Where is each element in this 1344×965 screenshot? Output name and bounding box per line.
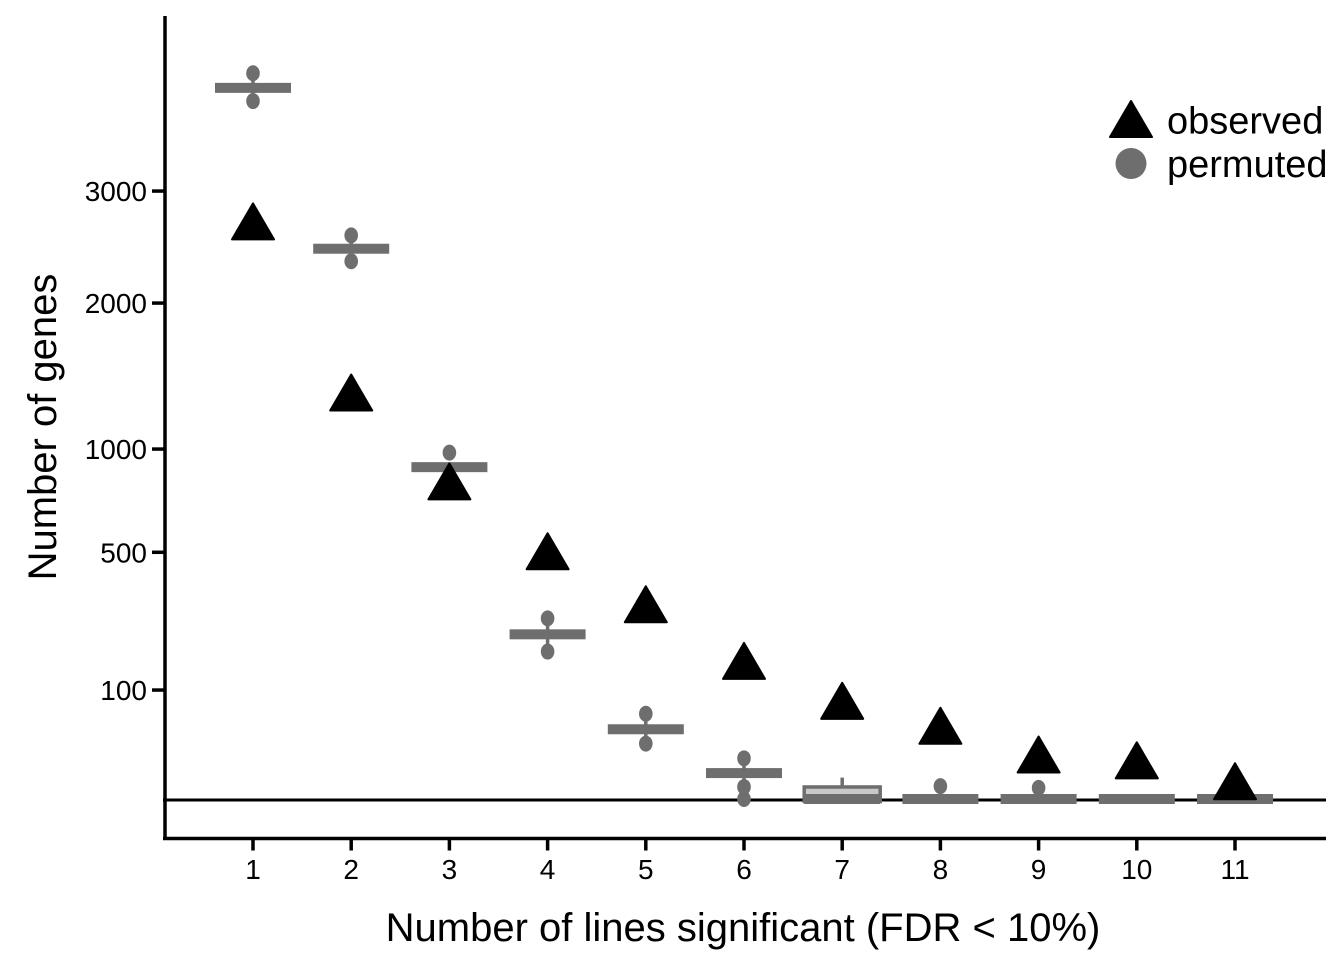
boxplot-outlier-dot (246, 65, 260, 82)
boxplot-outlier-dot (639, 705, 653, 722)
boxplot-median-bar (706, 768, 782, 779)
boxplot-outlier-dot (737, 750, 751, 767)
x-tick-label: 8 (933, 854, 949, 885)
observed-point (329, 373, 374, 412)
boxplot-median-bar (509, 629, 586, 640)
observed-point (623, 585, 668, 624)
x-tick-label: 9 (1031, 854, 1047, 885)
permuted-boxplot (902, 778, 979, 805)
permuted-boxplot (1000, 779, 1077, 805)
boxplot-outlier-dot (540, 610, 555, 627)
observed-point (1016, 735, 1061, 774)
boxplot-outlier-dot (639, 735, 653, 752)
x-tick-label: 1 (245, 854, 261, 885)
x-axis: 1 2 3 4 5 6 7 8 9 10 11 (163, 836, 1326, 885)
legend-observed-label: observed (1167, 101, 1323, 143)
boxplot-median-bar (804, 794, 881, 805)
observed-point (820, 681, 865, 720)
boxplot-median-bar (1098, 794, 1175, 805)
observed-point (231, 202, 275, 241)
x-tick-label: 11 (1220, 854, 1249, 885)
x-axis-title: Number of lines significant (FDR < 10%) (386, 906, 1101, 950)
boxplot-outlier-dot (442, 444, 457, 461)
permuted-boxplot (802, 777, 882, 805)
boxplot-outlier-dot (737, 791, 751, 808)
boxplot-outlier-dot (737, 778, 751, 795)
legend-permuted-marker-circle-icon (1115, 148, 1147, 179)
x-tick-label: 5 (638, 854, 654, 885)
permuted-boxplot (215, 65, 291, 110)
x-tick-label: 4 (540, 854, 556, 885)
x-tick-label: 3 (442, 854, 458, 885)
permuted-boxplot (509, 610, 586, 660)
permuted-boxplot (706, 750, 782, 808)
y-axis-title: Number of genes (21, 274, 65, 581)
y-tick-label: 500 (100, 537, 147, 568)
y-tick-label: 3000 (85, 176, 147, 207)
legend-observed-marker-triangle-icon (1109, 100, 1153, 138)
y-tick-label: 1000 (85, 434, 147, 465)
boxplot-median-bar (1000, 794, 1077, 805)
observed-point (918, 706, 963, 745)
observed-point (525, 532, 570, 571)
y-tick-label: 2000 (85, 288, 147, 319)
permuted-boxplot (607, 705, 684, 752)
y-tick-label: 100 (100, 675, 147, 706)
legend: observed permuted (1109, 100, 1328, 186)
observed-series (231, 202, 1257, 801)
permuted-boxplot (1098, 794, 1175, 805)
boxplot-outlier-dot (344, 253, 359, 270)
boxplot-median-bar (607, 724, 684, 735)
x-tick-label: 6 (736, 854, 752, 885)
boxplot-outlier-dot (1031, 779, 1046, 796)
boxplot-outlier-dot (344, 227, 359, 244)
x-tick-label: 2 (343, 854, 359, 885)
boxplot-median-bar (902, 794, 979, 805)
permuted-boxplot (313, 227, 390, 270)
y-axis: 100 500 1000 2000 3000 (85, 16, 167, 839)
observed-point (427, 462, 472, 501)
boxplot-outlier-dot (246, 93, 260, 110)
x-tick-label: 7 (834, 854, 850, 885)
observed-point (1213, 762, 1257, 801)
permuted-series (215, 65, 1273, 808)
observed-point (1114, 741, 1159, 780)
legend-permuted-label: permuted (1167, 144, 1328, 186)
x-tick-label: 10 (1121, 854, 1152, 885)
observed-point (722, 641, 766, 680)
boxplot-outlier-dot (933, 778, 948, 795)
boxplot-median-bar (215, 82, 291, 93)
boxplot-outlier-dot (540, 643, 555, 660)
boxplot-median-bar (313, 243, 390, 254)
